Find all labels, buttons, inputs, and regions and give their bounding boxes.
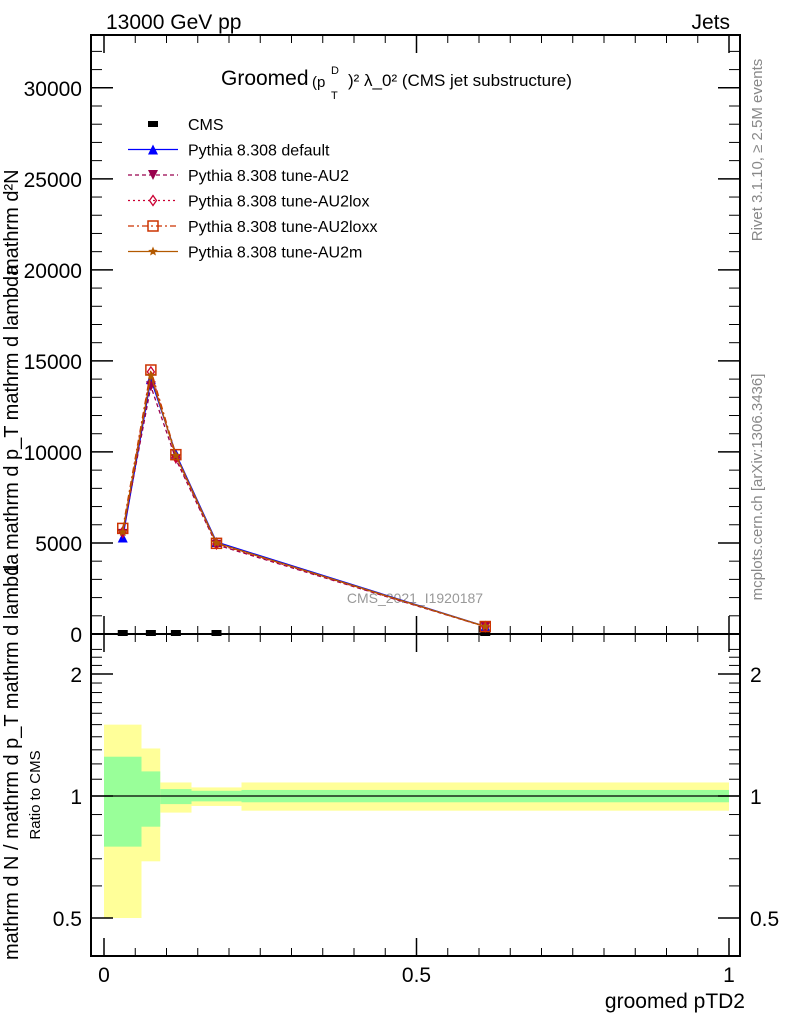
data-point	[479, 620, 491, 633]
legend-entry: Pythia 8.308 tune-AU2m	[128, 245, 362, 262]
title-main: Groomed	[221, 67, 309, 90]
data-point	[170, 448, 182, 461]
legend-label: Pythia 8.308 default	[188, 143, 330, 160]
band-stat-bin	[104, 756, 142, 847]
main-series	[117, 364, 491, 636]
legend-entry: Pythia 8.308 tune-AU2loxx	[128, 219, 377, 236]
x-tick-label: 1	[723, 964, 735, 987]
ylabel-num2: mathrm d p_T mathrm d lambda	[1, 264, 23, 550]
axes: 0 5000 10000 15000 20000 25000 30000 0 0.5 1 0.5 0.…	[24, 35, 779, 987]
y-axis-label: mathrm d²N mathrm d p_T mathrm d lambda …	[1, 169, 23, 960]
rivet-label: Rivet 3.1.10, ≥ 2.5M events	[749, 59, 766, 242]
legend-marker	[147, 220, 159, 232]
data-point	[211, 538, 222, 547]
title-rest: )² λ_0² (CMS jet substructure)	[348, 71, 572, 90]
legend-label: Pythia 8.308 tune-AU2	[188, 168, 349, 185]
legend-marker	[148, 246, 158, 256]
plot-title: Groomed (p D T )² λ_0² (CMS jet substruc…	[221, 65, 572, 102]
ratio-ylabel: Ratio to CMS	[27, 750, 44, 839]
data-point	[118, 527, 128, 537]
analysis-watermark: CMS_2021_I1920187	[347, 590, 483, 606]
legend-entry: CMS	[148, 117, 224, 134]
y-tick-label: 20000	[24, 260, 82, 283]
legend-label: Pythia 8.308 tune-AU2loxx	[188, 219, 377, 236]
legend-label: CMS	[188, 117, 224, 134]
data-point	[480, 621, 490, 631]
ylabel-den: 1	[1, 564, 23, 575]
ratio-y-tick-label: 0.5	[53, 908, 82, 931]
band-stat-bin	[141, 771, 161, 827]
x-tick-label: 0	[98, 964, 110, 987]
x-tick-label: 0.5	[402, 964, 431, 987]
header-left: 13000 GeV pp	[106, 11, 241, 34]
series-line	[122, 375, 486, 628]
title-sub-t: T	[331, 90, 338, 102]
title-sup-d: D	[331, 65, 339, 77]
data-point	[171, 450, 181, 460]
ratio-y-tick-label: 2	[70, 664, 82, 687]
band-stat-bin	[160, 789, 192, 805]
legend-label: Pythia 8.308 tune-AU2lox	[188, 194, 369, 211]
ratio-y-tick-label: 1	[70, 786, 82, 809]
ratio-frame	[90, 633, 741, 957]
y-tick-label: 10000	[24, 442, 82, 465]
ratio-bands	[104, 724, 729, 918]
legend-label: Pythia 8.308 tune-AU2m	[188, 245, 362, 262]
legend-marker	[148, 144, 158, 155]
ratio-y-tick-label-right: 2	[750, 664, 762, 687]
header-right: Jets	[691, 11, 730, 34]
y-tick-label: 25000	[24, 169, 82, 192]
legend-entry: Pythia 8.308 default	[128, 143, 330, 160]
ylabel-den2: mathrm d N / mathrm d p_T mathrm d lambd…	[1, 553, 23, 960]
title-p: (p	[312, 74, 325, 91]
ratio-y-tick-label-right: 1	[750, 786, 762, 809]
legend-entry: Pythia 8.308 tune-AU2	[128, 168, 349, 185]
series-line	[122, 371, 486, 628]
series-line	[122, 369, 486, 628]
legend-marker	[148, 121, 158, 127]
y-tick-label: 15000	[24, 351, 82, 374]
y-tick-label: 30000	[24, 78, 82, 101]
legend-marker	[148, 194, 158, 207]
series-pythia-8-308-tune-au2m	[118, 370, 490, 631]
mcplots-label: mcplots.cern.ch [arXiv:1306.3436]	[749, 374, 766, 601]
data-point	[146, 370, 156, 380]
legend: CMS Pythia 8.308 default Pythia 8.308 tune…	[128, 117, 377, 262]
legend-entry: Pythia 8.308 tune-AU2lox	[128, 194, 369, 211]
ratio-y-tick-label-right: 0.5	[750, 908, 779, 931]
y-tick-label: 0	[70, 624, 82, 647]
ylabel-num: mathrm d²N	[1, 169, 23, 275]
legend-marker	[148, 170, 158, 180]
y-tick-label: 5000	[35, 533, 82, 556]
x-axis-label: groomed pTD2	[605, 990, 745, 1013]
